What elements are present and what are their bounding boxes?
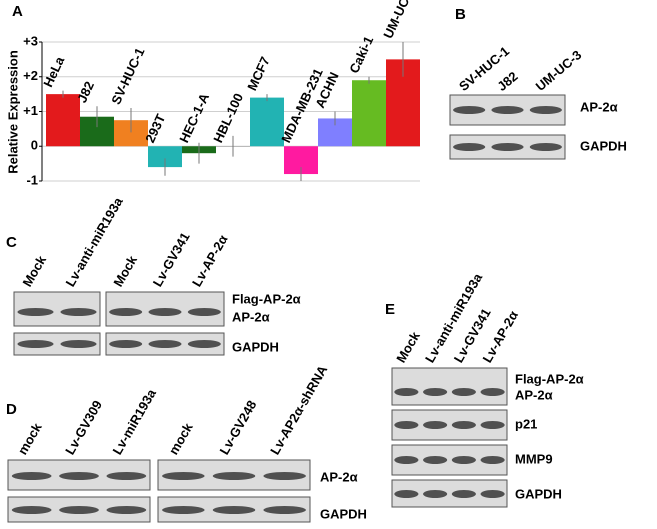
lane-label: Lv-GV248	[216, 398, 259, 457]
lane-label: Lv-GV309	[62, 398, 105, 457]
band	[423, 490, 448, 498]
band	[212, 472, 256, 480]
band	[394, 421, 419, 429]
band	[480, 490, 505, 498]
band	[17, 340, 54, 348]
band	[263, 472, 306, 480]
lane-label: Lv-miR193a	[109, 386, 159, 457]
band	[187, 308, 221, 316]
y-tick-label: -1	[26, 172, 38, 187]
lane-label: Mock	[110, 252, 140, 289]
band	[451, 490, 476, 498]
lane-label: Lv-AP2α-shRNA	[267, 362, 331, 457]
row-label: Flag-AP-2α	[515, 371, 584, 386]
band	[423, 388, 448, 396]
band	[394, 490, 419, 498]
band	[60, 340, 97, 348]
bar	[46, 94, 80, 147]
band	[480, 421, 505, 429]
band	[453, 106, 486, 114]
band	[394, 388, 419, 396]
bar	[250, 97, 284, 147]
band	[491, 143, 524, 151]
y-tick-label: +1	[23, 103, 38, 118]
panel-label: B	[455, 6, 466, 23]
band	[106, 506, 147, 514]
blot-strip	[13, 332, 101, 356]
row-label: AP-2α	[320, 469, 358, 484]
category-label: 293T	[142, 112, 168, 145]
band	[480, 388, 505, 396]
bar	[352, 80, 386, 147]
row-label: AP-2α	[580, 99, 618, 114]
band	[148, 340, 182, 348]
band	[423, 456, 448, 464]
band	[60, 308, 97, 316]
lane-label: mock	[15, 420, 45, 458]
category-label: UM-UC-3	[380, 0, 417, 41]
band	[162, 506, 205, 514]
panel-label: E	[385, 301, 395, 318]
band	[394, 456, 419, 464]
band	[109, 308, 143, 316]
band	[59, 472, 99, 480]
lane-label: UM-UC-3	[533, 47, 585, 94]
y-tick-label: 0	[31, 138, 38, 153]
lane-label: Mock	[19, 252, 49, 289]
band	[529, 143, 562, 151]
row-label: GAPDH	[232, 339, 279, 354]
band	[529, 106, 562, 114]
y-tick-label: +2	[23, 68, 38, 83]
band	[162, 472, 205, 480]
lane-label: Mock	[393, 328, 423, 365]
band	[263, 506, 306, 514]
category-label: SV-HUC-1	[108, 45, 147, 106]
category-label: HEC-1-A	[176, 90, 212, 145]
category-label: MCF7	[244, 54, 273, 92]
band	[451, 456, 476, 464]
band	[148, 308, 182, 316]
category-label: HeLa	[40, 54, 67, 90]
band	[187, 340, 221, 348]
band	[106, 472, 147, 480]
lane-label: Lv-AP-2α	[189, 232, 231, 289]
band	[480, 456, 505, 464]
band	[11, 472, 52, 480]
lane-label: J82	[494, 68, 520, 93]
row-label: MMP9	[515, 451, 553, 466]
row-label: AP-2α	[515, 387, 553, 402]
panel-label: A	[12, 3, 23, 20]
row-label: Flag-AP-2α	[232, 291, 301, 306]
band	[423, 421, 448, 429]
blot-strip	[391, 367, 508, 406]
row-label: p21	[515, 416, 537, 431]
y-tick-label: +3	[23, 33, 38, 48]
lane-label: mock	[166, 420, 196, 458]
row-label: GAPDH	[580, 138, 627, 153]
lane-label: Lv-GV341	[150, 230, 193, 289]
band	[11, 506, 52, 514]
category-label: J82	[74, 79, 97, 105]
row-label: GAPDH	[515, 486, 562, 501]
band	[491, 106, 524, 114]
band	[451, 388, 476, 396]
band	[17, 308, 54, 316]
band	[109, 340, 143, 348]
row-label: AP-2α	[232, 309, 270, 324]
band	[59, 506, 99, 514]
category-label: Caki-1	[346, 34, 376, 76]
y-axis-label: Relative Expression	[5, 50, 20, 174]
category-label: HBL-100	[210, 91, 246, 145]
panel-label: C	[6, 234, 17, 251]
panel-label: D	[6, 401, 17, 418]
band	[453, 143, 486, 151]
bar	[148, 146, 182, 168]
band	[451, 421, 476, 429]
band	[212, 506, 256, 514]
row-label: GAPDH	[320, 506, 367, 521]
